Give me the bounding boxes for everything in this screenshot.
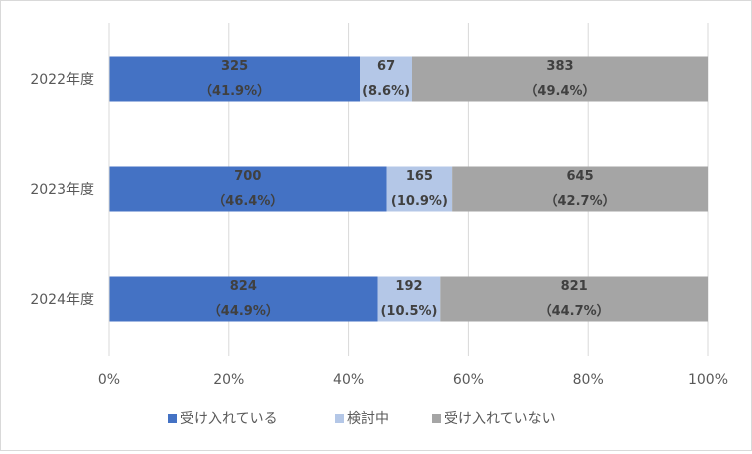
bar-segment (109, 56, 361, 102)
legend-label: 受け入れていない (444, 411, 556, 427)
data-label-percent: （46.4%） (212, 193, 283, 209)
x-tick-label: 40% (333, 372, 364, 388)
data-label-value: 700 (234, 169, 261, 184)
x-tick-label: 100% (688, 372, 728, 388)
x-tick-label: 60% (453, 372, 484, 388)
bar-segment (452, 166, 708, 212)
data-label-percent: （44.9%） (208, 303, 279, 319)
x-tick-label: 80% (573, 372, 604, 388)
data-labels: 325 （41.9%） 67 (8.6%) 383 （49.4%） 700 （46.4%） 16… (199, 59, 616, 319)
bar-segment (109, 166, 387, 212)
data-label-value: 821 (561, 279, 588, 294)
legend-label: 受け入れている (180, 411, 278, 427)
data-label-percent: (8.6%) (362, 84, 410, 99)
bar-segment (109, 276, 378, 322)
data-label-value: 824 (230, 279, 257, 294)
data-label-percent: (10.5%) (380, 304, 437, 319)
data-label-value: 383 (546, 59, 573, 74)
data-label-value: 325 (221, 59, 248, 74)
data-label-value: 67 (377, 59, 395, 74)
bars (109, 56, 708, 322)
data-label-percent: （42.7%） (545, 193, 616, 209)
legend-swatch (432, 414, 441, 423)
bar-segment (386, 166, 453, 212)
data-label-percent: （41.9%） (199, 83, 270, 99)
data-label-percent: （44.7%） (539, 303, 610, 319)
legend: 受け入れている 検討中 受け入れていない (168, 411, 556, 427)
x-tick-label: 0% (98, 372, 120, 388)
data-label-percent: （49.4%） (524, 83, 595, 99)
y-category-label: 2023年度 (30, 182, 94, 198)
y-category-label: 2022年度 (30, 72, 94, 88)
data-label-percent: (10.9%) (391, 194, 448, 209)
y-category-label: 2024年度 (30, 292, 94, 308)
legend-swatch (168, 414, 177, 423)
legend-label: 検討中 (347, 411, 389, 427)
bar-segment (411, 56, 708, 102)
bar-segment (360, 56, 412, 102)
data-label-value: 192 (395, 279, 422, 294)
x-tick-label: 20% (213, 372, 244, 388)
data-label-value: 165 (406, 169, 433, 184)
data-label-value: 645 (566, 169, 593, 184)
legend-swatch (335, 414, 344, 423)
axes: 0% 20% 40% 60% 80% 100% 2022年度 2023年度 2024年度 (30, 23, 728, 388)
bar-segment (377, 276, 441, 322)
bar-segment (440, 276, 708, 322)
